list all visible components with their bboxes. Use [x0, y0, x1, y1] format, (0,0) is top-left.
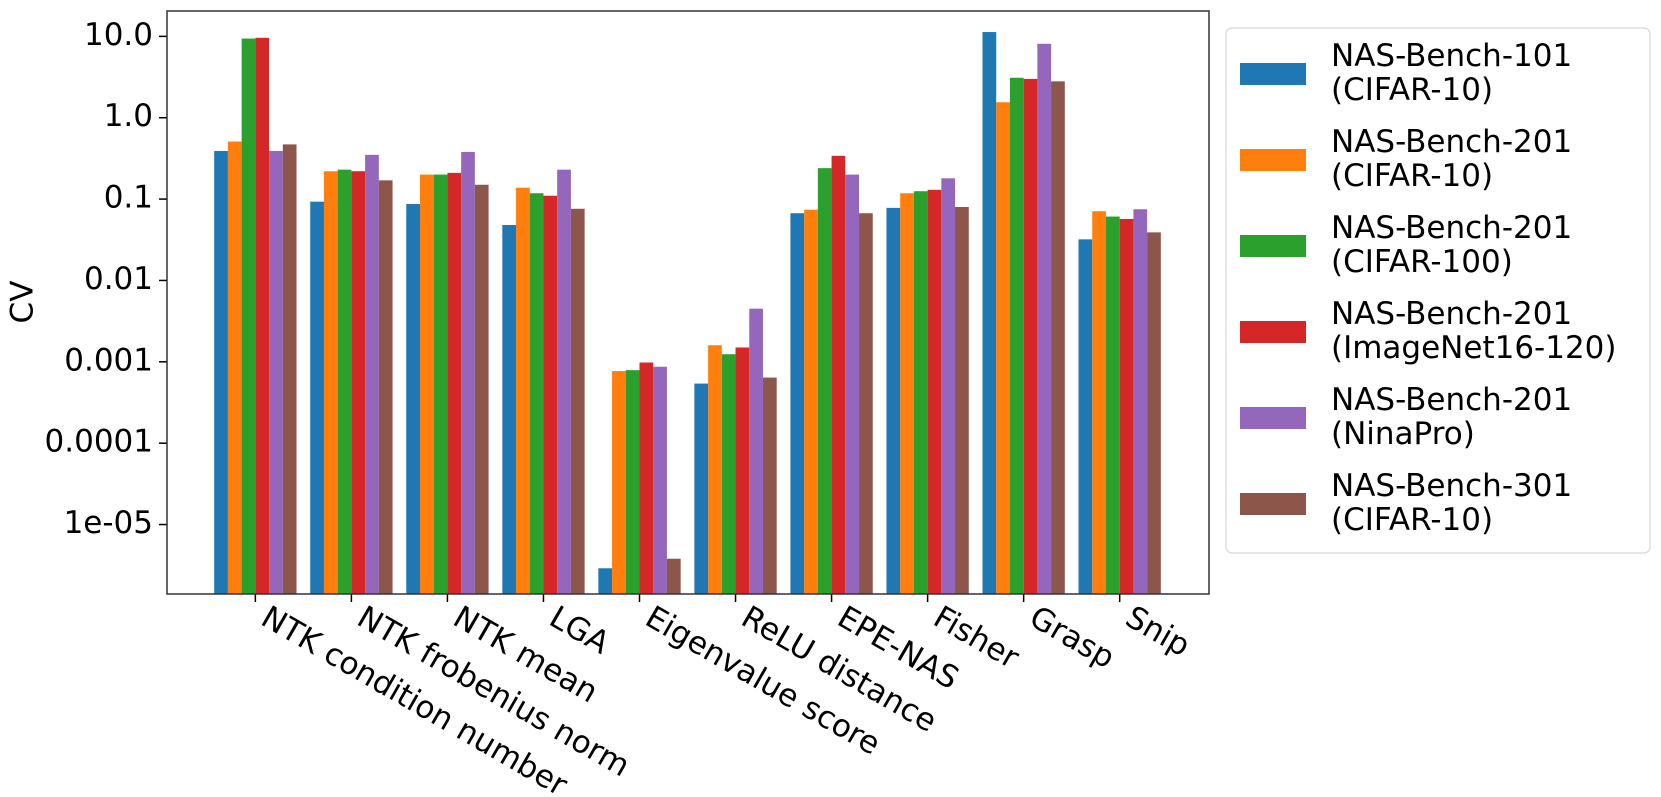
- bar: [1009, 77, 1024, 595]
- bar: [1133, 209, 1148, 594]
- plot-frame: [166, 10, 1210, 595]
- bar: [1092, 211, 1106, 595]
- y-tick-label: 0.01: [84, 261, 153, 297]
- bar: [831, 155, 846, 594]
- bar: [433, 174, 448, 594]
- bar: [1023, 78, 1038, 595]
- bar: [502, 225, 517, 594]
- bar: [694, 383, 709, 594]
- bar: [351, 171, 366, 594]
- bar: [955, 206, 969, 595]
- x-tick-label: Grasp: [1023, 599, 1120, 676]
- bar: [310, 201, 324, 594]
- bar: [227, 141, 242, 594]
- bar: [214, 150, 228, 594]
- legend-swatch: [1240, 407, 1306, 429]
- y-tick-label: 10.0: [84, 17, 153, 53]
- bar: [639, 362, 654, 594]
- legend-swatch: [1240, 321, 1306, 343]
- y-tick-label: 0.1: [104, 180, 153, 216]
- bar: [900, 193, 914, 595]
- bar: [365, 154, 379, 594]
- bar: [762, 377, 777, 594]
- bar: [859, 213, 873, 595]
- bar: [790, 213, 805, 595]
- bar: [735, 347, 750, 594]
- bar: [406, 204, 420, 594]
- bar: [337, 169, 352, 594]
- bar: [886, 207, 901, 594]
- bar: [419, 174, 434, 594]
- bar: [323, 171, 338, 594]
- bar: [941, 178, 956, 595]
- y-tick-label: 1e-05: [64, 505, 153, 541]
- y-tick-label: 0.001: [64, 342, 153, 378]
- y-tick-label: 0.0001: [45, 424, 153, 460]
- bar: [1037, 43, 1052, 594]
- bar: [516, 187, 530, 595]
- legend-swatch: [1240, 149, 1306, 171]
- legend-label: NAS-Bench-201 (NinaPro): [1331, 381, 1572, 451]
- bar: [1119, 218, 1134, 594]
- bar: [996, 102, 1010, 595]
- legend-label: NAS-Bench-201 (CIFAR-10): [1331, 123, 1572, 193]
- bar: [913, 191, 928, 594]
- bar: [474, 184, 489, 594]
- bar: [721, 354, 736, 594]
- x-tick-label: Snip: [1119, 599, 1196, 664]
- bar: [241, 38, 256, 594]
- legend-swatch: [1240, 493, 1306, 515]
- bar: [557, 169, 571, 594]
- bar: [447, 172, 462, 595]
- bar: [927, 189, 942, 594]
- y-axis-label: CV: [5, 281, 41, 324]
- legend-label: NAS-Bench-301 (CIFAR-10): [1331, 467, 1572, 537]
- legend-swatch: [1240, 235, 1306, 257]
- bar: [666, 558, 681, 594]
- legend-label: NAS-Bench-201 (ImageNet16-120): [1331, 295, 1617, 365]
- bar: [269, 150, 283, 594]
- legend-label: NAS-Bench-201 (CIFAR-100): [1331, 209, 1572, 279]
- bar: [845, 174, 860, 594]
- legend-swatch: [1240, 63, 1306, 85]
- bar: [282, 144, 297, 594]
- bar: [749, 308, 763, 594]
- bar: [612, 371, 626, 594]
- bar: [625, 370, 640, 594]
- bar: [1105, 216, 1120, 594]
- bar: [543, 195, 558, 594]
- bar: [1147, 232, 1161, 594]
- bar: [1078, 239, 1093, 595]
- bar: [461, 151, 475, 594]
- legend-box: [1225, 27, 1651, 554]
- bar: [529, 193, 544, 595]
- bar: [1051, 81, 1065, 595]
- bar: [570, 208, 585, 594]
- y-tick-label: 1.0: [104, 98, 153, 134]
- bar: [653, 366, 667, 594]
- bar: [255, 37, 270, 594]
- bar: [378, 180, 393, 594]
- bar: [598, 568, 613, 594]
- bar: [982, 32, 997, 594]
- bar: [817, 168, 832, 595]
- bar: [804, 209, 818, 594]
- bar: [708, 345, 722, 594]
- legend-label: NAS-Bench-101 (CIFAR-10): [1331, 37, 1572, 107]
